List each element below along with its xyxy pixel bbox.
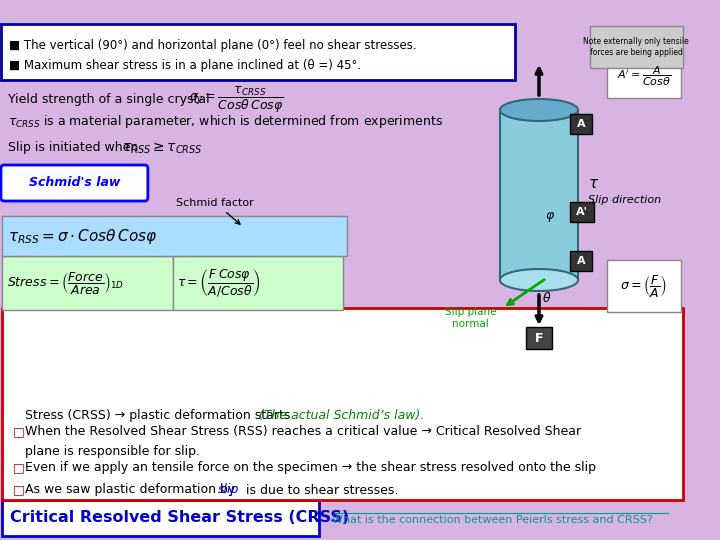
Text: $\tau_{RSS} \geq \tau_{CRSS}$: $\tau_{RSS} \geq \tau_{CRSS}$ (122, 140, 203, 156)
Text: plane is responsible for slip.: plane is responsible for slip. (24, 446, 200, 458)
Text: Even if we apply an tensile force on the specimen → the shear stress resolved on: Even if we apply an tensile force on the… (24, 462, 596, 475)
Text: F: F (535, 332, 543, 345)
FancyBboxPatch shape (1, 165, 148, 201)
Ellipse shape (500, 99, 578, 121)
Text: □: □ (12, 483, 24, 496)
Text: $\varphi$: $\varphi$ (545, 210, 555, 224)
FancyBboxPatch shape (570, 202, 594, 222)
FancyBboxPatch shape (2, 500, 319, 536)
FancyBboxPatch shape (607, 260, 681, 312)
Text: □: □ (12, 462, 24, 475)
FancyBboxPatch shape (2, 308, 683, 500)
Text: $\tau = \left(\dfrac{F\,Cos\varphi}{A/Cos\theta}\right)$: $\tau = \left(\dfrac{F\,Cos\varphi}{A/Co… (177, 267, 261, 299)
Text: Yield strength of a single crystal: Yield strength of a single crystal (8, 93, 210, 106)
Text: When the Resolved Shear Stress (RSS) reaches a critical value → Critical Resolve: When the Resolved Shear Stress (RSS) rea… (24, 426, 581, 438)
FancyBboxPatch shape (2, 216, 347, 256)
Text: $\sigma_y = \dfrac{\tau_{CRSS}}{Cos\theta\,Cos\varphi}$: $\sigma_y = \dfrac{\tau_{CRSS}}{Cos\thet… (189, 85, 284, 115)
Text: Stress (CRSS) → plastic deformation starts: Stress (CRSS) → plastic deformation star… (24, 409, 294, 422)
Text: $A' = \dfrac{A}{Cos\theta}$: $A' = \dfrac{A}{Cos\theta}$ (617, 64, 671, 87)
Ellipse shape (500, 269, 578, 291)
Text: Schmid factor: Schmid factor (176, 198, 254, 224)
Text: Schmid's law: Schmid's law (29, 177, 120, 190)
FancyBboxPatch shape (570, 114, 593, 134)
FancyBboxPatch shape (607, 54, 681, 98)
Text: Critical Resolved Shear Stress (CRSS): Critical Resolved Shear Stress (CRSS) (9, 510, 348, 525)
Text: A': A' (576, 207, 588, 217)
FancyBboxPatch shape (570, 251, 593, 271)
Text: Slip direction: Slip direction (588, 195, 661, 205)
Text: $\mathit{Stress} = \left(\dfrac{Force}{Area}\right)_{1D}$: $\mathit{Stress} = \left(\dfrac{Force}{A… (6, 270, 124, 296)
Text: A: A (577, 256, 585, 266)
Text: $\theta$: $\theta$ (542, 291, 552, 305)
Text: ■ The vertical (90°) and horizontal plane (0°) feel no shear stresses.: ■ The vertical (90°) and horizontal plan… (9, 39, 416, 52)
Text: Slip plane
normal: Slip plane normal (444, 307, 496, 329)
Text: (The actual Schmid’s law).: (The actual Schmid’s law). (259, 409, 425, 422)
FancyBboxPatch shape (2, 256, 173, 310)
Text: $\tau_{CRSS}$ is a material parameter, which is determined from experiments: $\tau_{CRSS}$ is a material parameter, w… (8, 113, 443, 131)
Text: What is the connection between Peierls stress and CRSS?: What is the connection between Peierls s… (332, 515, 653, 525)
Text: Note externally only tensile
forces are being applied: Note externally only tensile forces are … (583, 37, 689, 57)
Text: $\tau$: $\tau$ (588, 176, 599, 191)
Text: $\tau_{RSS} = \sigma \cdot Cos\theta\,Cos\varphi$: $\tau_{RSS} = \sigma \cdot Cos\theta\,Co… (8, 226, 157, 246)
Text: $\sigma = \left(\dfrac{F}{A}\right)$: $\sigma = \left(\dfrac{F}{A}\right)$ (621, 273, 667, 299)
Text: slip: slip (217, 483, 239, 496)
Polygon shape (500, 110, 578, 280)
FancyBboxPatch shape (526, 327, 552, 349)
FancyBboxPatch shape (173, 256, 343, 310)
Text: As we saw plastic deformation by: As we saw plastic deformation by (24, 483, 239, 496)
Text: ■ Maximum shear stress is in a plane inclined at (θ =) 45°.: ■ Maximum shear stress is in a plane inc… (9, 59, 361, 72)
Text: A: A (577, 119, 585, 129)
FancyBboxPatch shape (1, 24, 515, 80)
Text: is due to shear stresses.: is due to shear stresses. (243, 483, 399, 496)
FancyBboxPatch shape (590, 26, 683, 68)
Text: □: □ (12, 426, 24, 438)
Text: Slip is initiated when: Slip is initiated when (8, 141, 138, 154)
